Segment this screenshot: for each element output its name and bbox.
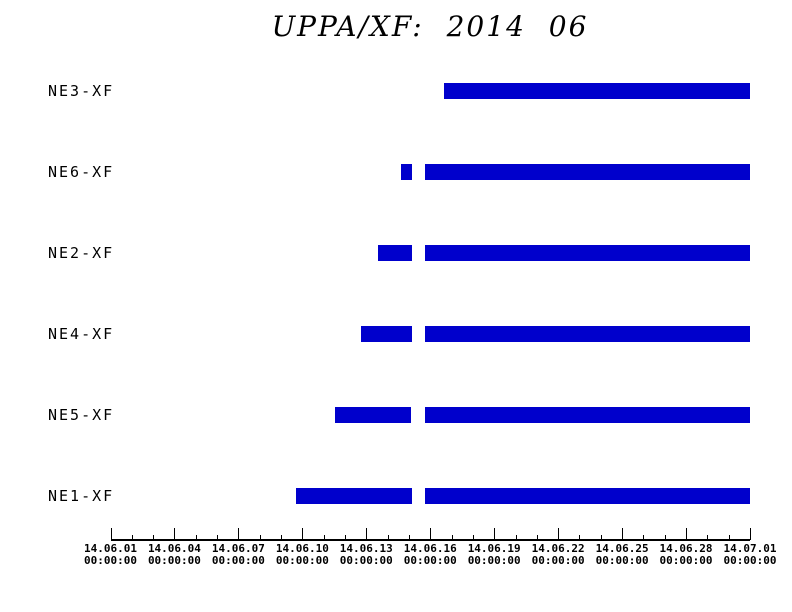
axis-tick-time: 00:00:00 [467,554,521,567]
axis-major-tick [686,528,688,540]
axis-major-tick [558,528,560,540]
gantt-bar [425,487,750,504]
axis-tick-label: 14.06.01 00:00:00 [79,543,143,567]
row-label: NE4-XF [48,324,115,343]
axis-tick-time: 00:00:00 [403,554,457,567]
axis-tick-time: 00:00:00 [595,554,649,567]
axis-tick-time: 00:00:00 [275,554,329,567]
row-label: NE1-XF [48,486,115,505]
gantt-bar [425,406,750,423]
row-label: NE6-XF [48,162,115,181]
axis-minor-tick [643,535,645,540]
axis-major-tick [366,528,368,540]
axis-major-tick [238,528,240,540]
axis-tick-time: 00:00:00 [339,554,393,567]
axis-tick-date: 14.06.13 [339,542,393,555]
axis-tick-date: 14.06.22 [531,542,585,555]
gantt-bar [400,163,413,180]
axis-tick-label: 14.07.01 00:00:00 [718,543,782,567]
gantt-bar [443,83,750,99]
axis-minor-tick [387,535,389,540]
axis-minor-tick [195,535,197,540]
axis-minor-tick [131,535,133,540]
gantt-bar [360,325,412,342]
axis-tick-label: 14.06.28 00:00:00 [654,543,718,567]
axis-minor-tick [472,535,474,540]
axis-major-tick [174,528,176,540]
axis-tick-date: 14.06.25 [595,542,649,555]
axis-tick-time: 00:00:00 [723,554,777,567]
axis-major-tick [302,528,304,540]
axis-minor-tick [579,535,581,540]
axis-tick-label: 14.06.10 00:00:00 [270,543,334,567]
axis-minor-tick [707,535,709,540]
axis-minor-tick [728,535,730,540]
gantt-bar [425,325,750,342]
axis-minor-tick [217,535,219,540]
axis-tick-date: 14.06.28 [659,542,713,555]
axis-tick-label: 14.06.19 00:00:00 [462,543,526,567]
axis-tick-label: 14.06.04 00:00:00 [142,543,206,567]
axis-tick-date: 14.06.07 [211,542,265,555]
axis-major-tick [430,528,432,540]
axis-minor-tick [664,535,666,540]
row-label: NE2-XF [48,243,115,262]
gantt-bar [295,487,412,504]
axis-tick-time: 00:00:00 [531,554,585,567]
axis-tick-time: 00:00:00 [211,554,265,567]
gantt-bar [425,244,750,261]
axis-major-tick [110,528,112,540]
axis-minor-tick [515,535,517,540]
axis-tick-label: 14.06.07 00:00:00 [206,543,270,567]
axis-minor-tick [451,535,453,540]
axis-tick-label: 14.06.22 00:00:00 [526,543,590,567]
axis-tick-date: 14.06.16 [403,542,457,555]
axis-minor-tick [600,535,602,540]
axis-tick-date: 14.07.01 [723,542,777,555]
axis-minor-tick [344,535,346,540]
gantt-bar [425,163,750,180]
x-axis-line [110,539,750,541]
axis-tick-label: 14.06.25 00:00:00 [590,543,654,567]
axis-minor-tick [536,535,538,540]
axis-minor-tick [259,535,261,540]
row-label: NE3-XF [48,82,115,100]
axis-tick-date: 14.06.01 [84,542,137,555]
axis-tick-label: 14.06.13 00:00:00 [334,543,398,567]
row-label: NE5-XF [48,405,115,424]
axis-tick-date: 14.06.04 [147,542,201,555]
gantt-bar [378,244,412,261]
axis-tick-label: 14.06.16 00:00:00 [398,543,462,567]
axis-minor-tick [323,535,325,540]
chart-title: UPPA/XF: 2014 06 [271,10,589,43]
axis-tick-date: 14.06.19 [467,542,521,555]
axis-major-tick [750,528,751,540]
axis-tick-time: 00:00:00 [659,554,713,567]
axis-minor-tick [153,535,155,540]
axis-major-tick [622,528,624,540]
axis-major-tick [494,528,496,540]
axis-minor-tick [281,535,283,540]
gantt-bar [334,406,412,423]
axis-tick-date: 14.06.10 [275,542,329,555]
axis-tick-time: 00:00:00 [147,554,201,567]
axis-minor-tick [408,535,410,540]
axis-tick-time: 00:00:00 [84,554,137,567]
